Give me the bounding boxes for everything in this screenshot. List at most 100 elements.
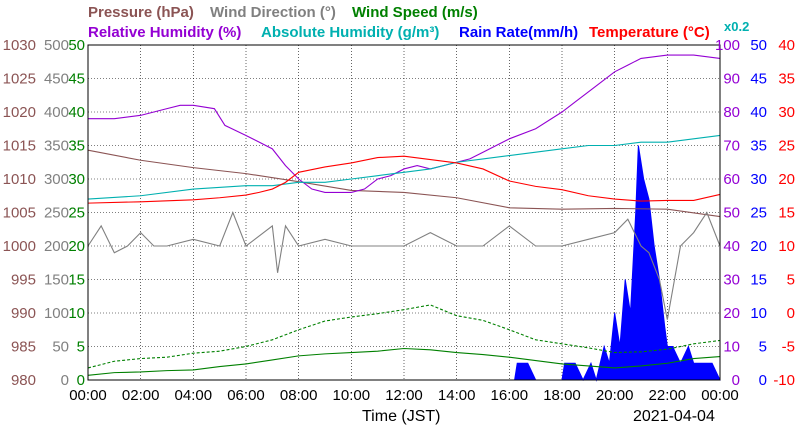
y-tick-humidity: 30	[723, 272, 740, 289]
y-tick-wind_speed: 0	[77, 372, 85, 389]
rain-area	[88, 145, 721, 382]
y-tick-wind_direction: 300	[44, 171, 69, 188]
y-tick-wind_speed: 5	[77, 339, 85, 356]
y-tick-pressure: 1000	[3, 238, 36, 255]
series-line-4	[87, 210, 721, 320]
x-tick-label: 18:00	[543, 387, 581, 404]
y-tick-wind_speed: 45	[68, 71, 85, 88]
x-tick-label: 00:00	[69, 387, 107, 404]
y-tick-pressure: 1015	[3, 138, 36, 155]
legend-wind-direction: Wind Direction (°)	[210, 4, 336, 21]
y-tick-rain_rate: 10	[750, 305, 767, 322]
series-line-2	[87, 134, 721, 200]
y-tick-wind_speed: 25	[68, 205, 85, 222]
y-tick-rain_rate: 45	[750, 71, 767, 88]
y-tick-wind_speed: 50	[68, 37, 85, 54]
x-axis-title: Time (JST)	[362, 408, 441, 425]
y-tick-pressure: 985	[11, 339, 36, 356]
y-tick-temperature: 5	[787, 272, 795, 289]
y-tick-rain_rate: 50	[750, 37, 767, 54]
y-tick-temperature: 40	[778, 37, 795, 54]
y-tick-wind_direction: 350	[44, 138, 69, 155]
y-tick-wind_direction: 100	[44, 305, 69, 322]
y-tick-rain_rate: 5	[759, 339, 767, 356]
x-tick-label: 08:00	[280, 387, 318, 404]
x-tick-label: 22:00	[649, 387, 687, 404]
y-tick-pressure: 1010	[3, 171, 36, 188]
y-tick-rain_rate: 25	[750, 205, 767, 222]
y-tick-wind_speed: 40	[68, 104, 85, 121]
y-tick-temperature: -10	[773, 372, 795, 389]
y-tick-wind_speed: 30	[68, 171, 85, 188]
y-tick-humidity: 90	[723, 71, 740, 88]
y-tick-humidity: 50	[723, 205, 740, 222]
y-tick-temperature: 15	[778, 205, 795, 222]
legend-relative-humidity: Relative Humidity (%)	[88, 24, 241, 41]
y-tick-wind_direction: 200	[44, 238, 69, 255]
legend-wind-speed: Wind Speed (m/s)	[352, 4, 478, 21]
y-tick-wind_direction: 0	[61, 372, 69, 389]
y-tick-humidity: 20	[723, 305, 740, 322]
grid	[88, 45, 720, 380]
series-lines	[87, 54, 721, 376]
y-tick-wind_direction: 400	[44, 104, 69, 121]
y-tick-wind_speed: 15	[68, 272, 85, 289]
y-tick-wind_direction: 50	[52, 339, 69, 356]
x-tick-label: 16:00	[491, 387, 529, 404]
y-tick-temperature: 35	[778, 71, 795, 88]
y-tick-wind_speed: 20	[68, 238, 85, 255]
x-tick-label: 14:00	[438, 387, 476, 404]
y-tick-pressure: 995	[11, 272, 36, 289]
legend-pressure: Pressure (hPa)	[88, 4, 194, 21]
x-tick-label: 00:00	[701, 387, 739, 404]
y-tick-humidity: 70	[723, 138, 740, 155]
y-tick-pressure: 980	[11, 372, 36, 389]
rain-rate-area	[88, 145, 721, 382]
legend-scale-note: x0.2	[724, 19, 749, 34]
y-tick-pressure: 1030	[3, 37, 36, 54]
y-tick-wind_speed: 10	[68, 305, 85, 322]
y-tick-rain_rate: 15	[750, 272, 767, 289]
date-label: 2021-04-04	[633, 408, 715, 425]
x-axis-ticks: 00:00 02:00 04:00 06:00 08:00 10:00 12:00 14:00…	[69, 387, 739, 404]
y-tick-temperature: 25	[778, 138, 795, 155]
y-tick-temperature: 10	[778, 238, 795, 255]
y-tick-rain_rate: 35	[750, 138, 767, 155]
y-axis-ticks: 1030102510201015101010051000995990985980…	[3, 37, 795, 389]
y-tick-humidity: 0	[732, 372, 740, 389]
legend-temperature: Temperature (°C)	[589, 24, 710, 41]
legend-absolute-humidity: Absolute Humidity (g/m³)	[261, 24, 439, 41]
series-line-1	[88, 54, 721, 193]
y-tick-temperature: 30	[778, 104, 795, 121]
y-tick-humidity: 10	[723, 339, 740, 356]
x-tick-label: 20:00	[596, 387, 634, 404]
y-tick-rain_rate: 30	[750, 171, 767, 188]
y-tick-rain_rate: 0	[759, 372, 767, 389]
y-tick-rain_rate: 20	[750, 238, 767, 255]
y-tick-wind_direction: 500	[44, 37, 69, 54]
y-tick-rain_rate: 40	[750, 104, 767, 121]
y-tick-temperature: -5	[782, 339, 795, 356]
y-tick-wind_direction: 450	[44, 71, 69, 88]
plot-frame	[87, 44, 721, 381]
x-tick-label: 10:00	[333, 387, 371, 404]
y-tick-wind_speed: 35	[68, 138, 85, 155]
y-tick-pressure: 990	[11, 305, 36, 322]
x-tick-label: 04:00	[175, 387, 213, 404]
y-tick-wind_direction: 150	[44, 272, 69, 289]
y-tick-pressure: 1020	[3, 104, 36, 121]
y-tick-temperature: 0	[787, 305, 795, 322]
x-tick-label: 12:00	[385, 387, 423, 404]
y-tick-pressure: 1005	[3, 205, 36, 222]
y-tick-humidity: 100	[715, 37, 740, 54]
y-tick-humidity: 80	[723, 104, 740, 121]
y-tick-humidity: 60	[723, 171, 740, 188]
x-tick-label: 02:00	[122, 387, 160, 404]
y-tick-temperature: 20	[778, 171, 795, 188]
y-tick-pressure: 1025	[3, 71, 36, 88]
legend-rain-rate: Rain Rate(mm/h)	[459, 24, 578, 41]
y-tick-humidity: 40	[723, 238, 740, 255]
x-tick-label: 06:00	[227, 387, 265, 404]
series-line-3	[87, 155, 721, 204]
